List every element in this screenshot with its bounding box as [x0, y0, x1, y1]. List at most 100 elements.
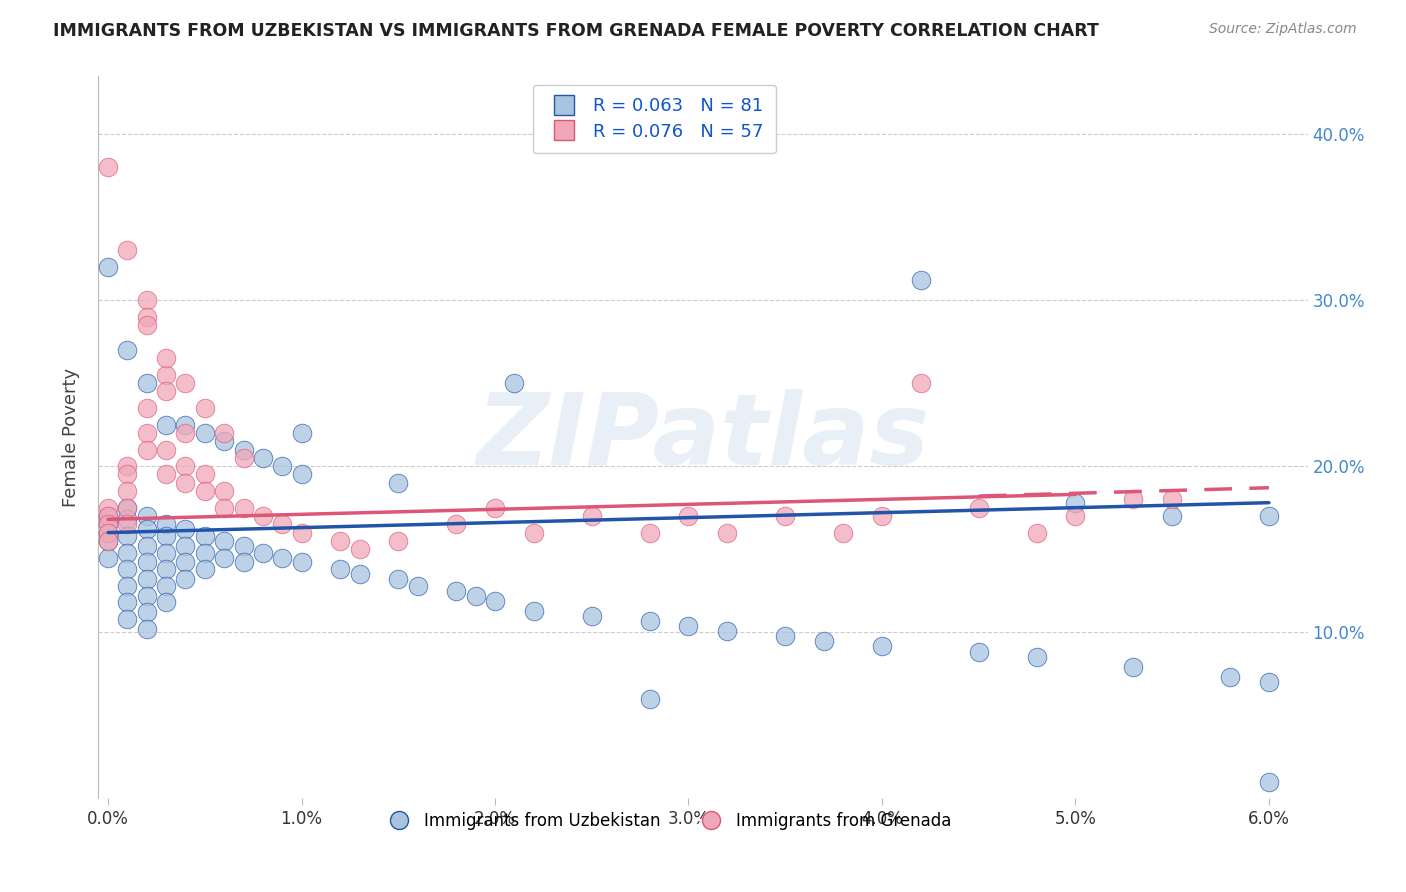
Point: [117, 612, 139, 626]
Point: [910, 376, 932, 390]
Point: [117, 517, 139, 532]
Point: [212, 500, 235, 515]
Point: [97, 160, 120, 174]
Point: [97, 525, 120, 540]
Point: [232, 442, 254, 457]
Point: [1122, 492, 1144, 507]
Point: [174, 459, 197, 474]
Point: [638, 614, 661, 628]
Point: [232, 450, 254, 465]
Point: [716, 525, 738, 540]
Point: [135, 605, 157, 619]
Point: [155, 384, 177, 399]
Point: [870, 639, 893, 653]
Point: [194, 529, 217, 543]
Point: [581, 508, 603, 523]
Point: [387, 475, 409, 490]
Point: [117, 244, 139, 258]
Point: [174, 572, 197, 586]
Point: [135, 401, 157, 415]
Point: [773, 629, 796, 643]
Point: [155, 417, 177, 432]
Point: [135, 310, 157, 324]
Point: [174, 475, 197, 490]
Point: [1257, 675, 1279, 690]
Point: [174, 425, 197, 440]
Point: [1025, 525, 1047, 540]
Point: [117, 500, 139, 515]
Point: [484, 500, 506, 515]
Point: [638, 691, 661, 706]
Point: [1257, 774, 1279, 789]
Point: [97, 500, 120, 515]
Legend: Immigrants from Uzbekistan, Immigrants from Grenada: Immigrants from Uzbekistan, Immigrants f…: [375, 805, 957, 837]
Point: [135, 425, 157, 440]
Point: [174, 539, 197, 553]
Point: [290, 467, 312, 482]
Point: [1122, 660, 1144, 674]
Point: [523, 604, 546, 618]
Point: [813, 633, 835, 648]
Point: [638, 525, 661, 540]
Point: [174, 522, 197, 536]
Point: [117, 512, 139, 526]
Point: [174, 417, 197, 432]
Y-axis label: Female Poverty: Female Poverty: [62, 368, 80, 507]
Point: [135, 376, 157, 390]
Point: [117, 562, 139, 576]
Text: IMMIGRANTS FROM UZBEKISTAN VS IMMIGRANTS FROM GRENADA FEMALE POVERTY CORRELATION: IMMIGRANTS FROM UZBEKISTAN VS IMMIGRANTS…: [53, 22, 1099, 40]
Point: [135, 508, 157, 523]
Point: [117, 467, 139, 482]
Point: [117, 459, 139, 474]
Point: [387, 572, 409, 586]
Point: [910, 273, 932, 287]
Point: [155, 368, 177, 382]
Point: [174, 556, 197, 570]
Point: [329, 533, 352, 548]
Point: [194, 484, 217, 499]
Point: [135, 293, 157, 307]
Point: [870, 508, 893, 523]
Point: [155, 595, 177, 609]
Point: [1025, 650, 1047, 665]
Point: [194, 425, 217, 440]
Point: [135, 522, 157, 536]
Point: [1064, 508, 1087, 523]
Point: [212, 533, 235, 548]
Point: [174, 376, 197, 390]
Point: [155, 351, 177, 366]
Point: [135, 318, 157, 332]
Point: [212, 550, 235, 565]
Point: [446, 583, 468, 598]
Point: [678, 508, 700, 523]
Point: [349, 567, 371, 582]
Point: [97, 517, 120, 532]
Point: [773, 508, 796, 523]
Point: [117, 343, 139, 357]
Point: [97, 508, 120, 523]
Point: [252, 508, 274, 523]
Point: [271, 550, 294, 565]
Point: [155, 579, 177, 593]
Point: [97, 550, 120, 565]
Point: [97, 525, 120, 540]
Point: [117, 484, 139, 499]
Point: [117, 595, 139, 609]
Point: [232, 500, 254, 515]
Point: [117, 500, 139, 515]
Point: [1161, 492, 1184, 507]
Point: [117, 529, 139, 543]
Point: [1257, 508, 1279, 523]
Point: [290, 556, 312, 570]
Point: [135, 442, 157, 457]
Point: [212, 434, 235, 449]
Point: [97, 533, 120, 548]
Point: [1219, 670, 1241, 684]
Point: [97, 533, 120, 548]
Point: [135, 539, 157, 553]
Point: [406, 579, 429, 593]
Point: [97, 517, 120, 532]
Point: [446, 517, 468, 532]
Point: [155, 517, 177, 532]
Text: ZIPatlas: ZIPatlas: [477, 389, 929, 485]
